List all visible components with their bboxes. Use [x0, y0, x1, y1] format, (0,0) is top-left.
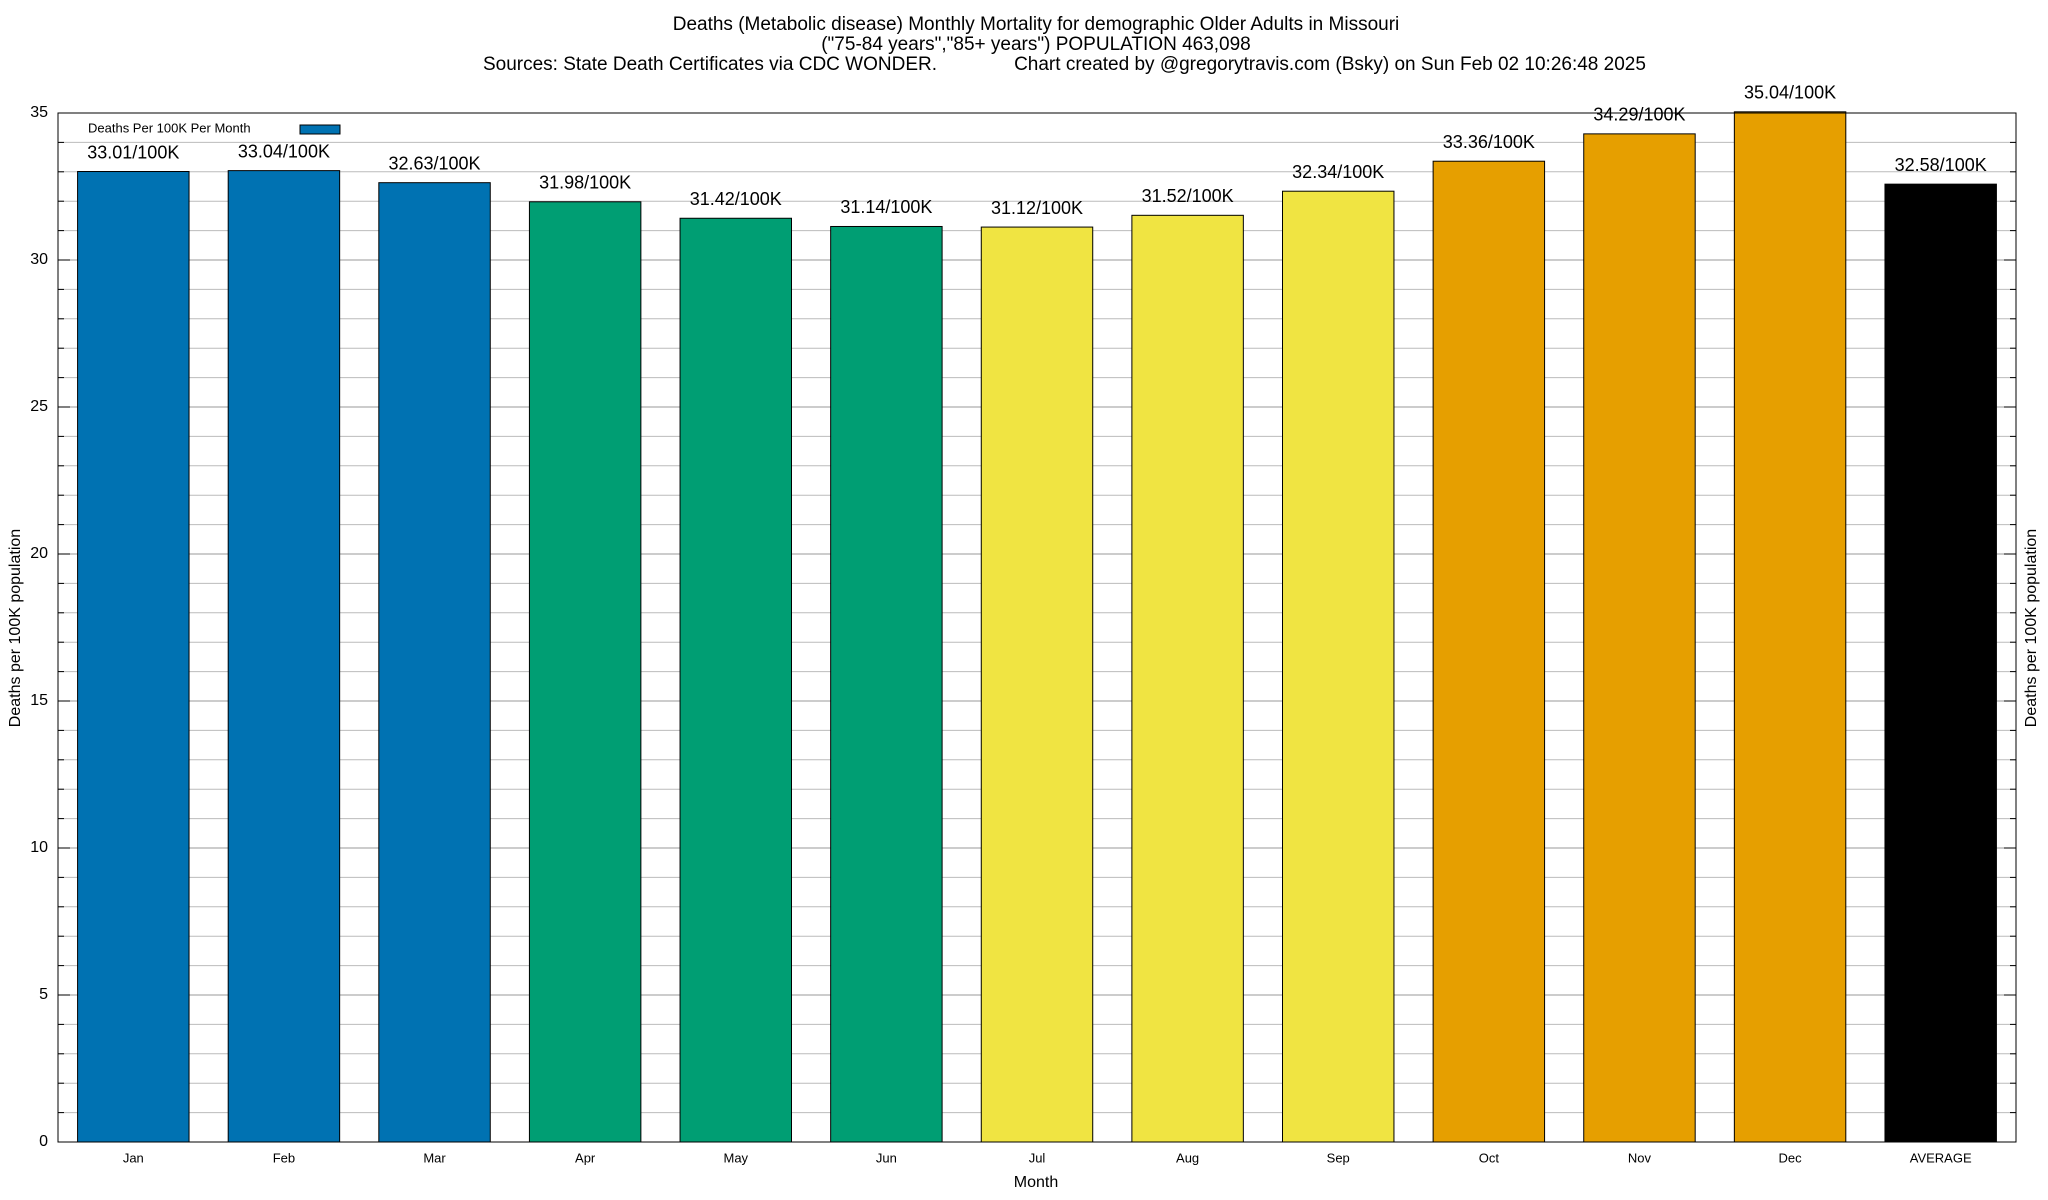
bar — [980, 226, 1094, 1143]
x-tick-label: Jun — [876, 1150, 897, 1165]
value-label: 33.04/100K — [238, 141, 330, 161]
bar — [1282, 190, 1395, 1143]
bar — [1131, 214, 1244, 1143]
value-label: 31.42/100K — [690, 189, 782, 209]
source: Sources: State Death Certificates via CD… — [483, 54, 937, 75]
value-label: 31.98/100K — [539, 173, 631, 193]
bar — [528, 201, 642, 1143]
value-label: 32.58/100K — [1895, 155, 1987, 175]
value-label: 33.01/100K — [87, 142, 179, 162]
bar — [679, 217, 792, 1143]
y-tick-label: 5 — [39, 986, 48, 1003]
bar — [830, 225, 943, 1143]
x-tick-label: Mar — [423, 1150, 446, 1165]
value-label: 34.29/100K — [1593, 105, 1685, 125]
value-label: 31.52/100K — [1142, 186, 1234, 206]
y-tick-label: 30 — [30, 251, 48, 268]
y-tick-label: 10 — [30, 839, 48, 856]
y-tick-label: 25 — [30, 398, 48, 415]
x-tick-label: Nov — [1628, 1150, 1652, 1165]
chart-title: Deaths (Metabolic disease) Monthly Morta… — [673, 14, 1400, 35]
x-tick-label: Jan — [123, 1150, 144, 1165]
x-tick-label: AVERAGE — [1910, 1150, 1972, 1165]
y-tick-label: 0 — [39, 1133, 48, 1150]
x-tick-label: Dec — [1779, 1150, 1803, 1165]
value-label: 31.12/100K — [991, 198, 1083, 218]
value-label: 32.34/100K — [1292, 162, 1384, 182]
bar — [1884, 183, 1997, 1143]
x-tick-label: Feb — [273, 1150, 295, 1165]
x-tick-label: Apr — [575, 1150, 596, 1165]
x-tick-label: Jul — [1029, 1150, 1046, 1165]
x-tick-label: May — [723, 1150, 748, 1165]
y-tick-label: 20 — [30, 545, 48, 562]
y-tick-label: 35 — [30, 104, 48, 121]
value-label: 35.04/100K — [1744, 83, 1836, 103]
bar — [1583, 133, 1696, 1143]
value-label: 33.36/100K — [1443, 132, 1535, 152]
bar — [378, 182, 491, 1143]
x-tick-label: Sep — [1327, 1150, 1350, 1165]
plot-frame — [57, 112, 2017, 1143]
bar — [1432, 160, 1546, 1143]
x-tick-label: Oct — [1479, 1150, 1500, 1165]
credit: Chart created by @gregorytravis.com (Bsk… — [1014, 54, 1646, 75]
chart-subtitle: ("75-84 years","85+ years") POPULATION 4… — [821, 34, 1251, 55]
bar — [1733, 111, 1847, 1143]
x-tick-label: Aug — [1176, 1150, 1199, 1165]
x-axis-label: Month — [1014, 1174, 1058, 1191]
bar — [77, 171, 190, 1143]
y-axis-label-right: Deaths per 100K population — [2023, 529, 2040, 727]
legend-swatch — [299, 124, 341, 135]
y-tick-label: 15 — [30, 692, 48, 709]
value-label: 32.63/100K — [388, 153, 480, 173]
bar — [227, 170, 341, 1143]
y-axis-label: Deaths per 100K population — [7, 529, 24, 727]
value-label: 31.14/100K — [840, 197, 932, 217]
legend-label: Deaths Per 100K Per Month — [88, 120, 251, 135]
